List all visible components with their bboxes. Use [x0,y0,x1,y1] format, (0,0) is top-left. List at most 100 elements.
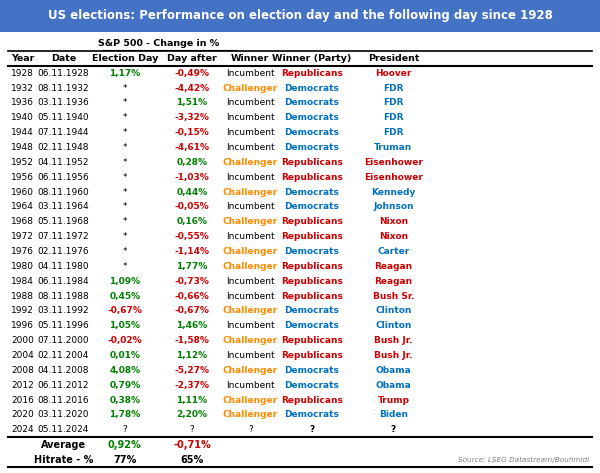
Text: Democrats: Democrats [284,307,339,315]
Text: ?: ? [391,425,396,434]
Text: 06.11.1928: 06.11.1928 [38,69,89,78]
Text: Biden: Biden [379,411,408,420]
Text: 1948: 1948 [11,143,34,152]
Text: Challenger: Challenger [223,158,278,167]
Text: Democrats: Democrats [284,128,339,137]
Text: Republicans: Republicans [281,232,343,241]
Text: Challenger: Challenger [223,366,278,375]
Text: Eisenhower: Eisenhower [364,173,423,182]
Text: Obama: Obama [376,381,412,390]
Text: Challenger: Challenger [223,411,278,420]
Text: -0,66%: -0,66% [175,291,209,300]
Text: -2,37%: -2,37% [175,381,209,390]
Text: 04.11.1980: 04.11.1980 [38,262,89,271]
Text: 06.11.1984: 06.11.1984 [38,277,89,286]
Text: Johnson: Johnson [373,202,413,211]
Text: Democrats: Democrats [284,113,339,122]
Text: Bush Jr.: Bush Jr. [374,351,413,360]
Text: 1,46%: 1,46% [176,321,208,330]
Text: -0,05%: -0,05% [175,202,209,211]
Text: Challenger: Challenger [223,307,278,315]
Text: 1,78%: 1,78% [109,411,140,420]
Text: 1968: 1968 [11,217,34,226]
Text: -0,02%: -0,02% [107,336,142,345]
Text: Republicans: Republicans [281,173,343,182]
Text: Challenger: Challenger [223,336,278,345]
Text: 4,08%: 4,08% [109,366,140,375]
Text: 06.11.2012: 06.11.2012 [38,381,89,390]
Text: Winner (Party): Winner (Party) [272,54,352,63]
Text: 1,12%: 1,12% [176,351,208,360]
Text: Incumbent: Incumbent [226,351,275,360]
Text: -0,55%: -0,55% [175,232,209,241]
Text: 06.11.1956: 06.11.1956 [38,173,89,182]
Text: Year: Year [11,54,34,63]
Text: Republicans: Republicans [281,291,343,300]
Text: Kennedy: Kennedy [371,188,416,197]
Text: 1992: 1992 [11,307,34,315]
Text: Incumbent: Incumbent [226,291,275,300]
Text: 1,05%: 1,05% [109,321,140,330]
Text: Democrats: Democrats [284,202,339,211]
Text: 2004: 2004 [11,351,34,360]
Text: 1936: 1936 [11,98,34,107]
Text: Bush Sr.: Bush Sr. [373,291,414,300]
Text: Hoover: Hoover [375,69,412,78]
Text: Republicans: Republicans [281,158,343,167]
Text: *: * [122,173,127,182]
Text: Incumbent: Incumbent [226,69,275,78]
Text: Democrats: Democrats [284,143,339,152]
Text: 08.11.1988: 08.11.1988 [38,291,89,300]
Text: Democrats: Democrats [284,366,339,375]
Text: *: * [122,188,127,197]
Text: 1976: 1976 [11,247,34,256]
Text: Republicans: Republicans [281,351,343,360]
Text: President: President [368,54,419,63]
Text: 1996: 1996 [11,321,34,330]
Text: 0,01%: 0,01% [109,351,140,360]
Text: Date: Date [51,54,76,63]
Text: *: * [122,113,127,122]
Text: 05.11.1940: 05.11.1940 [38,113,89,122]
Text: Incumbent: Incumbent [226,321,275,330]
Text: 1972: 1972 [11,232,34,241]
Text: 2,20%: 2,20% [176,411,208,420]
Text: 05.11.1968: 05.11.1968 [38,217,89,226]
Text: S&P 500 - Change in %: S&P 500 - Change in % [98,39,219,48]
Text: Reagan: Reagan [374,262,413,271]
Text: 2000: 2000 [11,336,34,345]
Text: Incumbent: Incumbent [226,113,275,122]
Text: 07.11.2000: 07.11.2000 [38,336,89,345]
Text: Republicans: Republicans [281,217,343,226]
Text: Clinton: Clinton [375,307,412,315]
Text: 0,28%: 0,28% [176,158,208,167]
Text: *: * [122,84,127,93]
Text: Democrats: Democrats [284,188,339,197]
Text: *: * [122,158,127,167]
Text: 1,51%: 1,51% [176,98,208,107]
Text: *: * [122,232,127,241]
Text: Challenger: Challenger [223,247,278,256]
Text: 0,92%: 0,92% [108,440,142,450]
Text: 1944: 1944 [11,128,34,137]
Text: 1956: 1956 [11,173,34,182]
Text: Democrats: Democrats [284,98,339,107]
Text: 1984: 1984 [11,277,34,286]
Text: ?: ? [309,425,314,434]
Text: Eisenhower: Eisenhower [364,158,423,167]
Text: Challenger: Challenger [223,84,278,93]
Text: -1,03%: -1,03% [175,173,209,182]
Text: -0,73%: -0,73% [175,277,209,286]
Text: 07.11.1944: 07.11.1944 [38,128,89,137]
Text: Truman: Truman [374,143,413,152]
Text: 0,16%: 0,16% [176,217,208,226]
Text: 1932: 1932 [11,84,34,93]
Text: 07.11.1972: 07.11.1972 [38,232,89,241]
Text: Republicans: Republicans [281,69,343,78]
Text: Incumbent: Incumbent [226,202,275,211]
Text: Winner: Winner [231,54,269,63]
Text: *: * [122,217,127,226]
Text: FDR: FDR [383,128,404,137]
Text: Republicans: Republicans [281,395,343,404]
Text: Bush Jr.: Bush Jr. [374,336,413,345]
